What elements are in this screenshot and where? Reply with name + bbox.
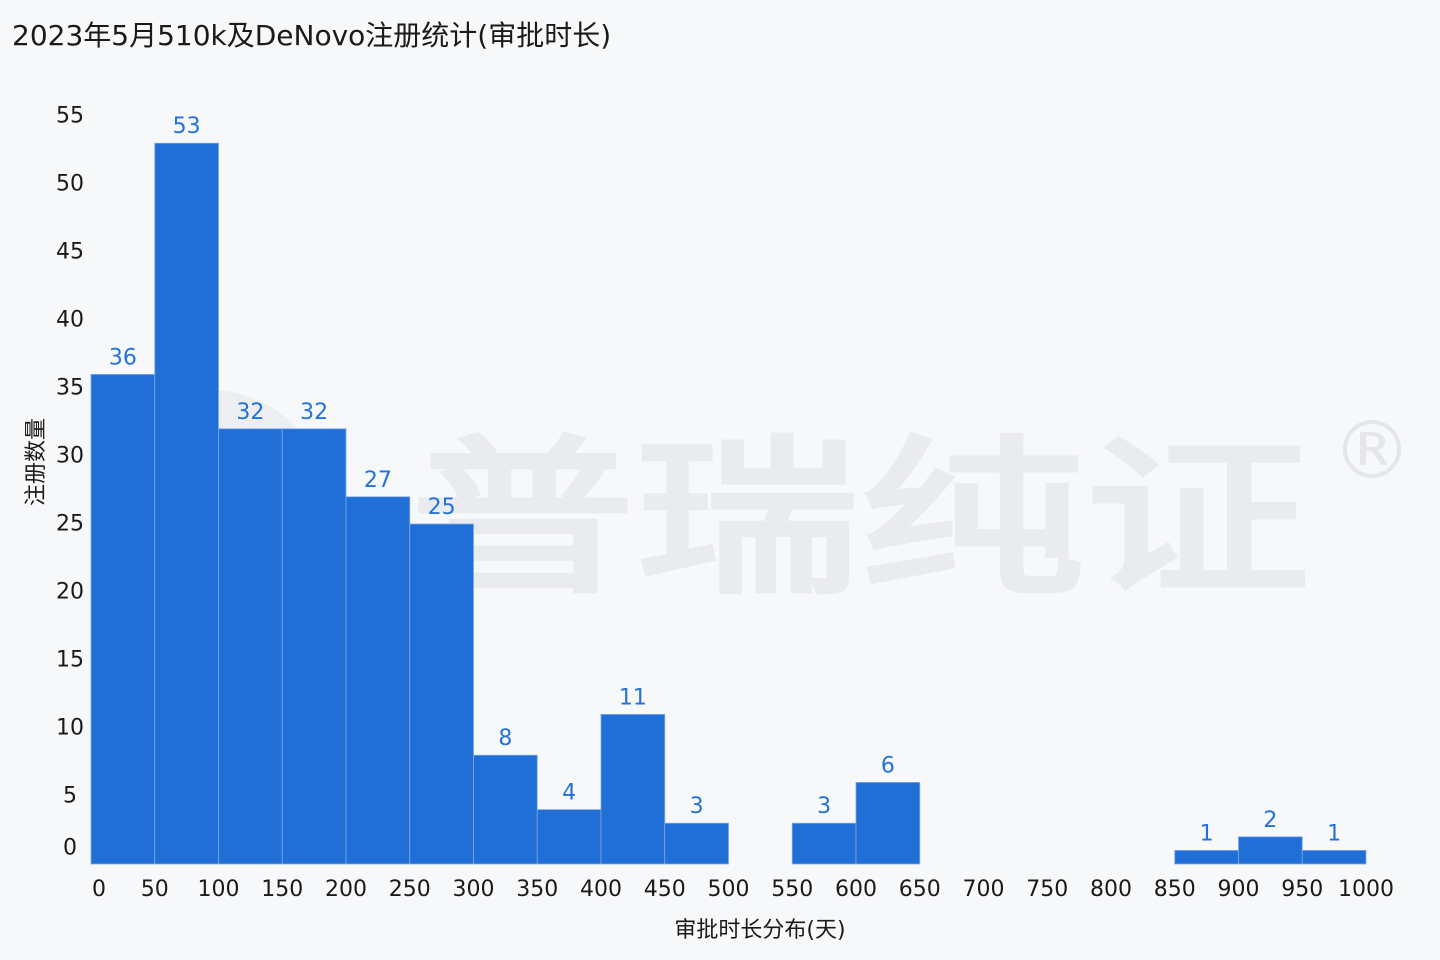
x-tick-label: 200 xyxy=(325,877,367,902)
x-tick-label: 100 xyxy=(198,877,240,902)
y-tick-label: 30 xyxy=(56,444,84,469)
x-tick-label: 500 xyxy=(708,877,750,902)
bar xyxy=(536,809,602,865)
x-tick-label: 650 xyxy=(899,877,941,902)
bar xyxy=(90,373,156,865)
data-label: 32 xyxy=(236,400,264,425)
data-label: 11 xyxy=(619,685,647,710)
x-tick-label: 450 xyxy=(644,877,686,902)
watermark-registered-symbol: ® xyxy=(1332,404,1412,497)
bar xyxy=(664,822,729,865)
data-label: 27 xyxy=(364,468,392,493)
data-label: 2 xyxy=(1263,808,1277,833)
x-tick-label: 50 xyxy=(141,877,169,902)
y-tick-label: 25 xyxy=(56,512,84,537)
bar xyxy=(600,714,666,865)
bar xyxy=(1238,836,1303,865)
y-tick-label: 15 xyxy=(56,648,84,673)
data-label: 32 xyxy=(300,400,328,425)
x-tick-label: 150 xyxy=(261,877,303,902)
y-tick-label: 0 xyxy=(63,836,77,861)
x-tick-label: 750 xyxy=(1026,877,1068,902)
x-tick-label: 300 xyxy=(453,877,495,902)
y-tick-label: 5 xyxy=(63,784,77,809)
x-tick-label: 0 xyxy=(92,877,106,902)
bar xyxy=(1174,850,1239,865)
x-tick-label: 950 xyxy=(1281,877,1323,902)
x-tick-label: 550 xyxy=(771,877,813,902)
data-label: 36 xyxy=(109,345,137,370)
x-axis-label: 审批时长分布(天) xyxy=(674,918,846,943)
bar xyxy=(345,496,411,865)
data-label: 6 xyxy=(881,753,895,778)
y-tick-label: 10 xyxy=(56,716,84,741)
data-label: 25 xyxy=(428,495,456,520)
bar xyxy=(473,754,538,865)
y-tick-label: 45 xyxy=(56,240,84,265)
x-tick-label: 600 xyxy=(835,877,877,902)
bar xyxy=(855,782,921,865)
y-tick-label: 40 xyxy=(56,308,84,333)
x-tick-label: 800 xyxy=(1090,877,1132,902)
bar xyxy=(154,142,219,865)
x-tick-label: 700 xyxy=(963,877,1005,902)
data-label: 53 xyxy=(173,114,201,139)
data-label: 4 xyxy=(562,781,576,806)
x-tick-label: 850 xyxy=(1154,877,1196,902)
y-tick-label: 50 xyxy=(56,172,84,197)
x-tick-label: 1000 xyxy=(1338,877,1394,902)
x-tick-label: 900 xyxy=(1218,877,1260,902)
data-label: 8 xyxy=(498,726,512,751)
bar xyxy=(281,428,347,865)
data-label: 3 xyxy=(817,794,831,819)
x-tick-label: 350 xyxy=(516,877,558,902)
x-tick-label: 250 xyxy=(389,877,431,902)
y-tick-label: 55 xyxy=(56,104,84,129)
watermark-text: 普瑞纯证 xyxy=(410,421,1310,619)
bar xyxy=(409,523,474,865)
x-tick-label: 400 xyxy=(580,877,622,902)
y-tick-label: 20 xyxy=(56,580,84,605)
bar xyxy=(218,428,283,865)
data-label: 1 xyxy=(1327,821,1341,846)
y-tick-label: 35 xyxy=(56,376,84,401)
data-label: 1 xyxy=(1200,821,1214,846)
data-label: 3 xyxy=(690,794,704,819)
bar xyxy=(1301,850,1367,865)
chart-title: 2023年5月510k及DeNovo注册统计(审批时长) xyxy=(12,19,612,52)
bar xyxy=(791,822,857,865)
